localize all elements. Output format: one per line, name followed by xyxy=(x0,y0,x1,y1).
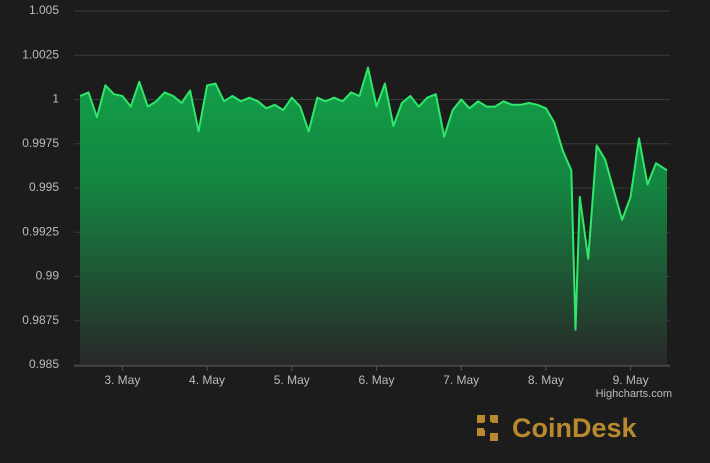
y-tick-label: 0.9925 xyxy=(22,224,59,238)
x-tick-label: 9. May xyxy=(613,373,649,387)
x-tick-label: 8. May xyxy=(528,373,564,387)
y-tick-label: 0.995 xyxy=(29,180,59,194)
y-tick-label: 0.985 xyxy=(29,357,59,371)
y-tick-label: 0.9975 xyxy=(22,136,59,150)
y-tick-label: 1.0025 xyxy=(22,47,59,61)
x-tick-label: 4. May xyxy=(189,373,225,387)
x-tick-label: 5. May xyxy=(274,373,310,387)
y-tick-label: 0.99 xyxy=(36,269,60,283)
x-tick-label: 6. May xyxy=(358,373,394,387)
credits: Highcharts.com xyxy=(596,388,672,400)
y-tick-label: 1.005 xyxy=(29,3,59,17)
y-tick-label: 1 xyxy=(52,92,59,106)
area-fill xyxy=(80,67,667,365)
x-tick-label: 3. May xyxy=(104,373,140,387)
x-tick-label: 7. May xyxy=(443,373,479,387)
watermark: CoinDesk xyxy=(512,413,638,443)
line xyxy=(79,66,668,331)
y-tick-label: 0.9875 xyxy=(22,313,59,327)
watermark-logo xyxy=(477,415,498,441)
